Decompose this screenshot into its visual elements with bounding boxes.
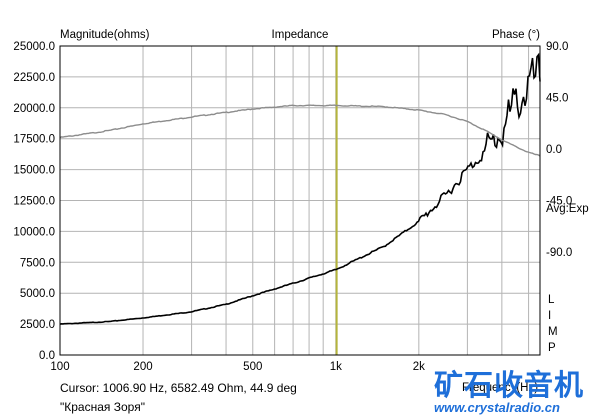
- x-tick-label: 2k: [413, 361, 425, 373]
- cursor-readout: Cursor: 1006.90 Hz, 6582.49 Ohm, 44.9 de…: [60, 381, 297, 395]
- x-tick-label: 1k: [330, 361, 342, 373]
- grid-lines: [60, 46, 540, 355]
- right-axis-label: Phase (°): [492, 29, 540, 41]
- watermark: 矿石收音机 www.crystalradio.cn: [434, 362, 600, 419]
- side-letter: L: [548, 294, 555, 306]
- y2-tick-label: 0.0: [546, 144, 562, 156]
- avg-label: Avg:Exp: [546, 203, 589, 215]
- side-letter: M: [548, 326, 558, 338]
- watermark-url: www.crystalradio.cn: [434, 400, 560, 415]
- y-tick-label: 0.0: [39, 350, 55, 362]
- x-axis-label: Frequency(Hz): [462, 382, 538, 394]
- magnitude-line: [59, 52, 541, 325]
- chart-title: Impedance: [272, 29, 329, 41]
- tick-labels: 0.02500.05000.07500.010000.012500.015000…: [13, 41, 572, 373]
- y-tick-label: 25000.0: [13, 41, 55, 53]
- y-tick-label: 22500.0: [13, 72, 55, 84]
- x-tick-label: 500: [243, 361, 262, 373]
- y2-tick-label: -90.0: [546, 247, 572, 259]
- side-letter: P: [548, 342, 556, 354]
- y-tick-label: 10000.0: [13, 226, 55, 238]
- watermark-title: 矿石收音机: [434, 368, 585, 402]
- y-tick-label: 2500.0: [20, 319, 55, 331]
- side-letter: I: [548, 310, 551, 322]
- y2-tick-label: 45.0: [546, 93, 568, 105]
- y2-tick-label: 90.0: [546, 41, 568, 53]
- phase-line: [59, 104, 541, 157]
- left-axis-label: Magnitude(ohms): [60, 29, 150, 41]
- x-tick-label: 200: [133, 361, 152, 373]
- plot-frame: [59, 45, 541, 356]
- y-tick-label: 12500.0: [13, 196, 55, 208]
- series-layer: [59, 46, 541, 355]
- x-tick-label: 100: [50, 361, 69, 373]
- y-tick-label: 5000.0: [20, 288, 55, 300]
- y2-tick-label: -45.0: [546, 196, 572, 208]
- file-name: "Красная Зоря": [60, 400, 145, 414]
- y-tick-label: 15000.0: [13, 165, 55, 177]
- y-tick-label: 17500.0: [13, 134, 55, 146]
- y-tick-label: 7500.0: [20, 257, 55, 269]
- y-tick-label: 20000.0: [13, 103, 55, 115]
